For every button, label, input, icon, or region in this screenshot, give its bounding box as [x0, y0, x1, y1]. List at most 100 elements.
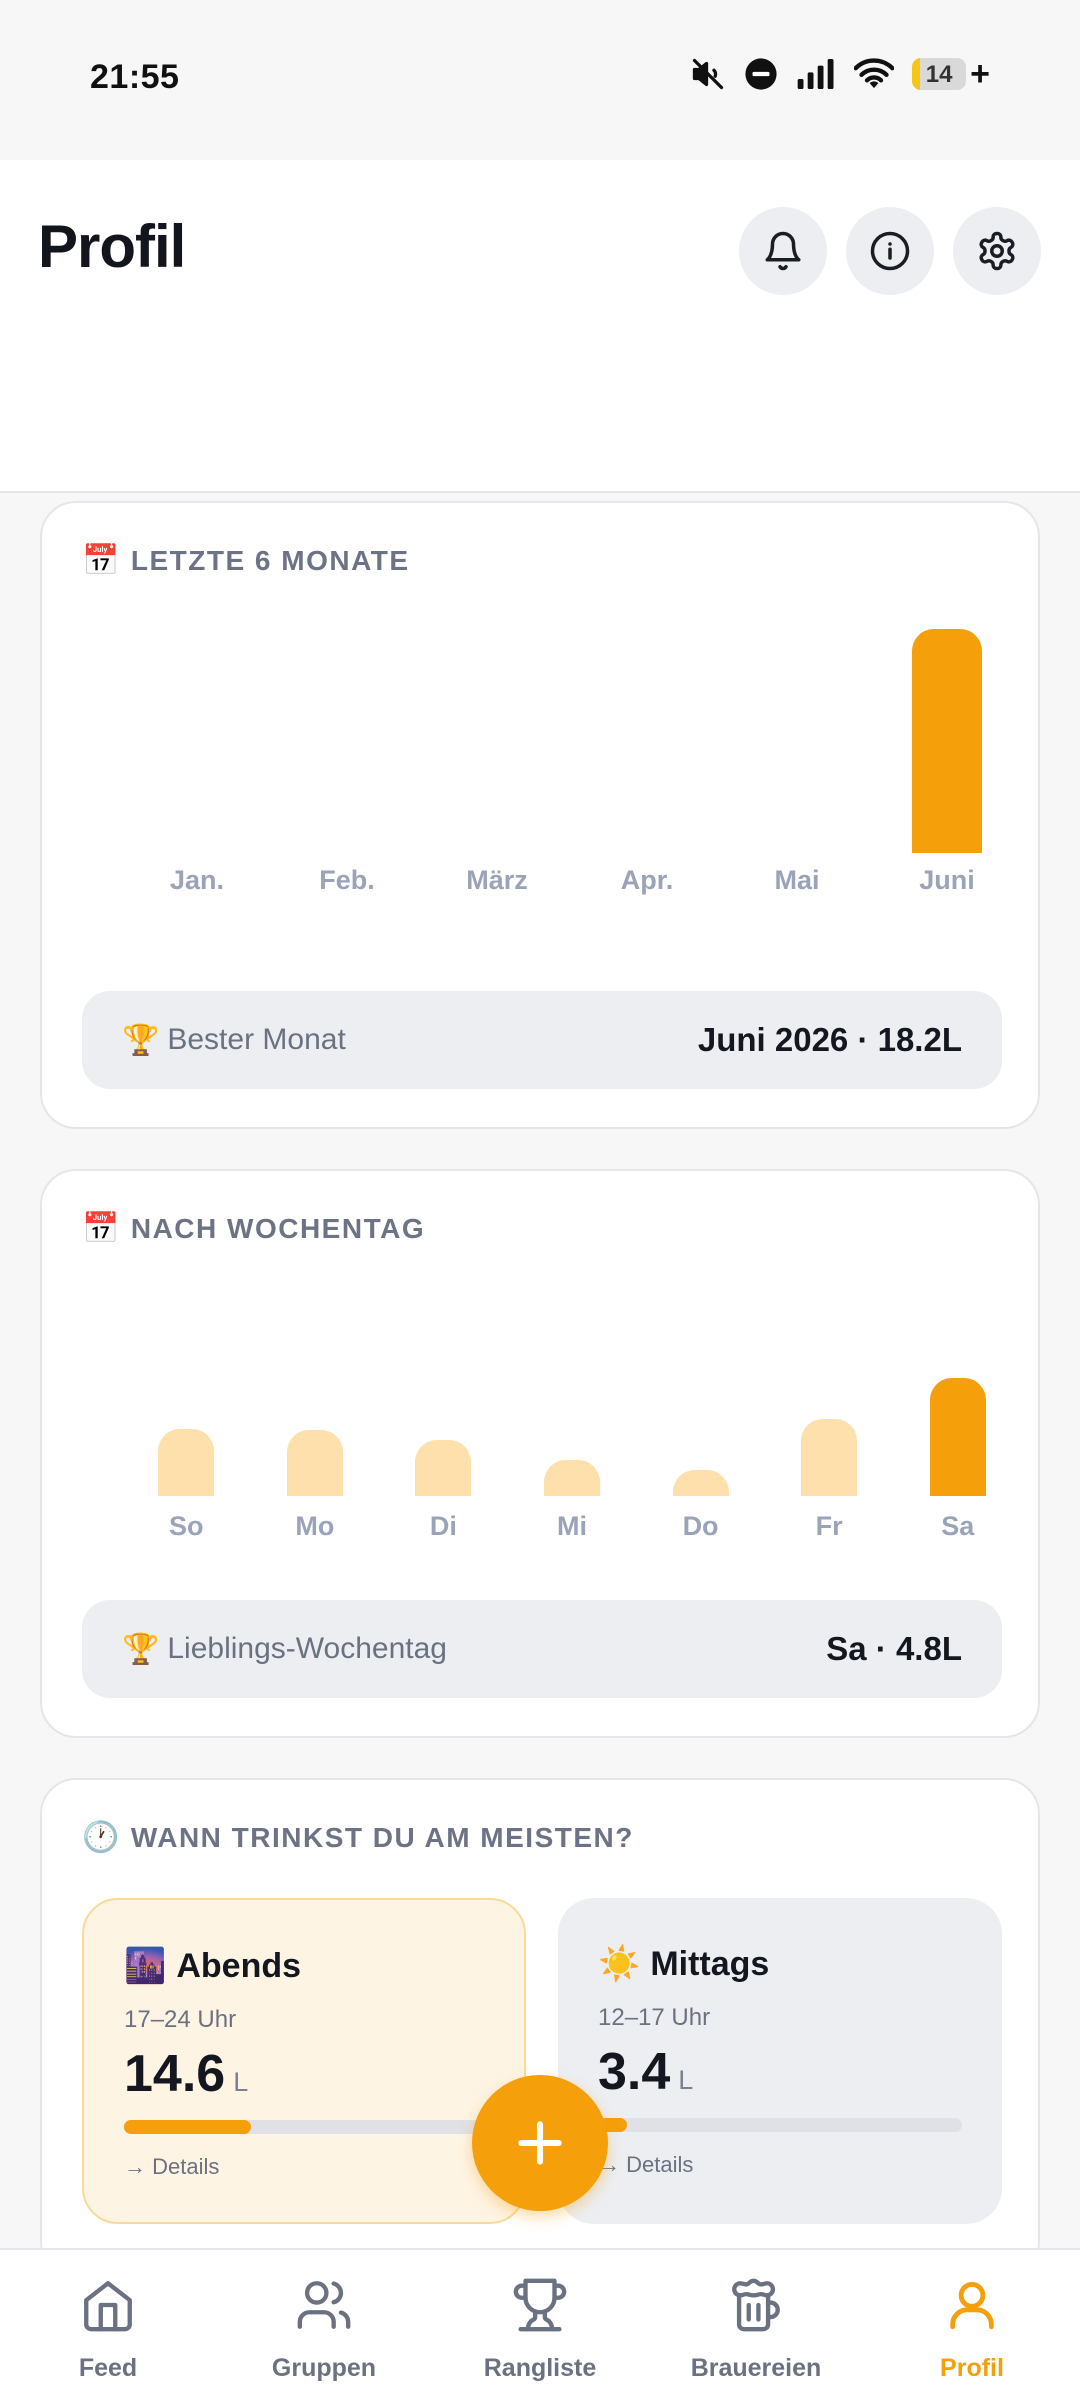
slot-amount-unit: L	[678, 2065, 694, 2095]
plus-icon	[518, 2121, 562, 2165]
city-sunset-icon: 🌆	[124, 1947, 167, 1985]
signal-icon	[797, 59, 834, 89]
chart-bar-6	[929, 1378, 986, 1496]
time-of-day-card: 🕐 WANN TRINKST DU AM MEISTEN? 🌆 Abends 1…	[40, 1778, 1040, 2278]
trophy-icon: 🏆	[122, 1023, 160, 1057]
do-not-disturb-icon	[745, 58, 777, 90]
bell-icon	[765, 231, 801, 271]
user-icon	[950, 2282, 994, 2330]
chart-bar-5	[801, 1419, 858, 1496]
slot-name-text: Abends	[176, 1946, 302, 1985]
page-header	[0, 160, 1080, 493]
chart-category-label: Sa	[941, 1511, 975, 1541]
slot-amount: 14.6 L	[124, 2044, 248, 2104]
wifi-icon	[854, 58, 895, 89]
nav-label: Rangliste	[483, 2354, 597, 2382]
chart-category-label: Feb.	[319, 865, 375, 895]
nav-label: Brauereien	[690, 2354, 822, 2382]
slot-amount-value: 3.4	[598, 2043, 671, 2101]
chart-category-label: Mi	[557, 1511, 587, 1541]
nav-item-profile[interactable]: Profil	[864, 2250, 1080, 2404]
chart-bar-4	[672, 1469, 729, 1496]
users-icon	[297, 2281, 351, 2329]
nav-label: Profil	[940, 2354, 1004, 2382]
chart-category-label: So	[169, 1511, 204, 1541]
monthly-bar-chart: Jan. Feb. März Apr. Mai Juni	[122, 603, 1022, 895]
slot-name: ☀️ Mittags	[598, 1944, 769, 1984]
calendar-icon: 📅	[82, 1212, 121, 1245]
noon-slot-card[interactable]: ☀️ Mittags 12–17 Uhr 3.4 L → Details	[558, 1898, 1002, 2224]
card-title: 📅 NACH WOCHENTAG	[82, 1211, 425, 1246]
slot-range: 17–24 Uhr	[124, 2006, 237, 2033]
battery-indicator: 14 +	[912, 57, 990, 91]
chart-category-label: Mai	[774, 865, 820, 895]
status-bar: 21:55 14 +	[0, 0, 1080, 160]
charging-icon: +	[970, 55, 990, 93]
card-title-text: NACH WOCHENTAG	[130, 1212, 426, 1244]
chart-category-label: Mo	[295, 1511, 335, 1541]
evening-slot-card[interactable]: 🌆 Abends 17–24 Uhr 14.6 L → Details	[82, 1898, 526, 2224]
chart-category-label: Jan.	[169, 865, 225, 895]
slot-progress-fill	[124, 2120, 252, 2134]
favorite-weekday-summary: 🏆 Lieblings-Wochentag Sa · 4.8L	[82, 1600, 1002, 1698]
card-title: 📅 LETZTE 6 MONATE	[82, 543, 410, 578]
chart-category-label: Fr	[815, 1511, 843, 1541]
card-title-text: WANN TRINKST DU AM MEISTEN?	[130, 1821, 634, 1853]
slot-progress-track	[598, 2118, 962, 2132]
chart-category-label: Apr.	[620, 865, 674, 895]
slot-range: 12–17 Uhr	[598, 2004, 711, 2031]
monthly-chart-card: 📅 LETZTE 6 MONATE Jan. Feb. März Apr. Mai Jun…	[40, 501, 1040, 1129]
info-button[interactable]	[846, 207, 934, 295]
notifications-button[interactable]	[739, 207, 827, 295]
settings-button[interactable]	[953, 207, 1041, 295]
chart-bar-2	[415, 1439, 472, 1496]
nav-item-groups[interactable]: Gruppen	[216, 2250, 432, 2404]
summary-value: Juni 2026 · 18.2L	[697, 1021, 962, 1058]
card-title-text: LETZTE 6 MONATE	[130, 544, 410, 576]
slot-details-link[interactable]: → Details	[598, 2152, 694, 2177]
slot-name: 🌆 Abends	[124, 1946, 301, 1986]
trophy-icon: 🏆	[122, 1632, 160, 1666]
sun-icon: ☀️	[598, 1945, 641, 1983]
slot-progress-track	[124, 2120, 488, 2134]
add-drink-button[interactable]	[472, 2075, 608, 2211]
chart-bar-1	[286, 1430, 343, 1496]
slot-details-link[interactable]: → Details	[124, 2154, 220, 2179]
slot-amount-value: 14.6	[124, 2045, 226, 2103]
bottom-navigation: Feed Gruppen Rangliste Brauereien Profil	[0, 2248, 1080, 2404]
chart-bar-5	[912, 629, 982, 853]
summary-label-text: Bester Monat	[167, 1023, 346, 1056]
slot-amount: 3.4 L	[598, 2042, 693, 2102]
chart-bar-3	[544, 1460, 600, 1496]
chart-category-label: Di	[429, 1511, 457, 1541]
page-title: Profil	[38, 213, 186, 280]
chart-category-label: Do	[682, 1511, 719, 1541]
chart-category-label: März	[466, 865, 528, 895]
summary-label-text: Lieblings-Wochentag	[167, 1632, 447, 1665]
battery-level: 14	[925, 61, 953, 88]
status-icons: 14 +	[690, 56, 990, 92]
battery-icon: 14	[912, 58, 967, 90]
clock-icon: 🕐	[82, 1821, 121, 1854]
nav-item-feed[interactable]: Feed	[0, 2250, 216, 2404]
chart-bar-0	[158, 1428, 215, 1496]
chart-category-label: Juni	[919, 865, 975, 895]
nav-label: Feed	[78, 2354, 138, 2382]
summary-value: Sa · 4.8L	[826, 1630, 962, 1667]
slot-amount-unit: L	[233, 2067, 249, 2097]
mute-icon	[692, 58, 724, 90]
nav-item-leaderboard[interactable]: Rangliste	[432, 2250, 648, 2404]
nav-label: Gruppen	[271, 2354, 377, 2382]
nav-item-breweries[interactable]: Brauereien	[648, 2250, 864, 2404]
summary-label: 🏆 Bester Monat	[122, 1023, 346, 1058]
best-month-summary: 🏆 Bester Monat Juni 2026 · 18.2L	[82, 991, 1002, 1089]
status-time: 21:55	[90, 58, 180, 96]
info-icon	[870, 231, 910, 271]
summary-label: 🏆 Lieblings-Wochentag	[122, 1632, 447, 1667]
calendar-icon: 📅	[82, 544, 121, 577]
weekday-chart-card: 📅 NACH WOCHENTAG So Mo Di Mi Do Fr Sa 🏆 Liebli…	[40, 1169, 1040, 1738]
home-icon	[84, 2281, 132, 2332]
beer-mug-icon	[732, 2278, 780, 2332]
gear-icon	[979, 231, 1015, 271]
slot-name-text: Mittags	[650, 1944, 770, 1983]
